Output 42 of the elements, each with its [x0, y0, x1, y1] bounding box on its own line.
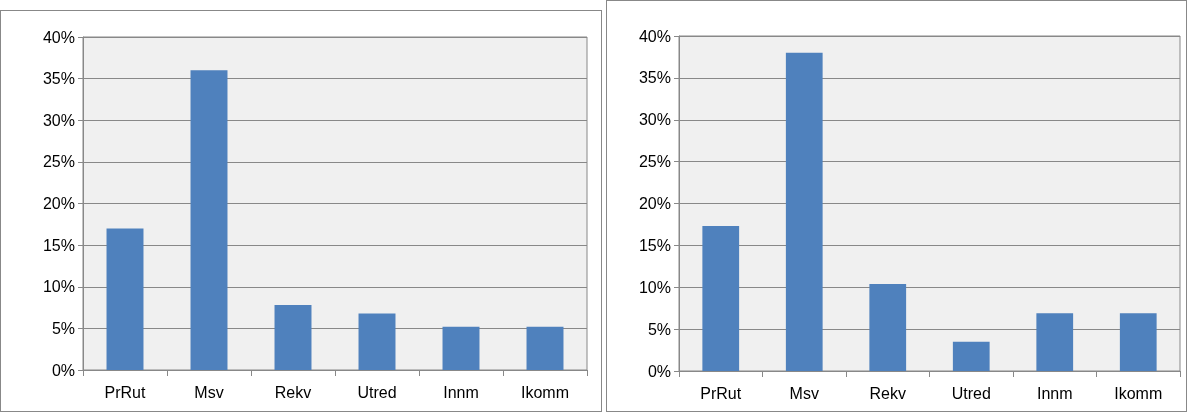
x-tick-label: Innm	[1036, 384, 1073, 402]
y-tick-label: 25%	[638, 153, 671, 171]
y-tick-label: 15%	[42, 236, 75, 254]
x-tick-label: Rekv	[869, 384, 906, 402]
y-tick-label: 20%	[638, 195, 671, 212]
bar	[274, 305, 312, 370]
y-tick-label: 0%	[647, 362, 671, 380]
y-tick-label: 30%	[638, 111, 671, 129]
bar	[1119, 313, 1157, 371]
bar	[106, 228, 144, 370]
bar	[869, 283, 907, 371]
y-tick-label: 40%	[638, 27, 671, 45]
bar	[952, 341, 990, 371]
x-tick-label: Utred	[357, 383, 397, 401]
bar	[702, 226, 740, 371]
bar	[442, 326, 480, 370]
x-tick-label: Ikomm	[521, 383, 569, 401]
bar	[785, 52, 823, 371]
y-tick-label: 10%	[638, 278, 671, 296]
y-tick-label: 40%	[42, 28, 75, 46]
y-tick-label: 20%	[42, 195, 75, 212]
x-tick-label: Ikomm	[1114, 384, 1163, 402]
y-tick-label: 30%	[42, 111, 75, 129]
y-tick-label: 35%	[42, 70, 75, 88]
bar	[526, 326, 564, 370]
bar	[190, 70, 228, 370]
x-tick-label: PrRut	[104, 383, 146, 401]
y-tick-label: 15%	[638, 236, 671, 254]
bar	[358, 313, 396, 370]
x-tick-label: PrRut	[700, 384, 742, 402]
y-tick-label: 35%	[638, 69, 671, 87]
y-tick-label: 10%	[42, 278, 75, 296]
y-tick-label: 25%	[42, 153, 75, 171]
x-tick-label: Msv	[789, 384, 819, 402]
y-tick-label: 0%	[51, 361, 75, 379]
y-tick-label: 5%	[647, 320, 671, 338]
y-tick-label: 5%	[51, 319, 75, 337]
x-tick-label: Msv	[194, 383, 224, 401]
x-tick-label: Utred	[951, 384, 991, 402]
bar	[1036, 313, 1074, 371]
x-tick-label: Innm	[443, 383, 479, 401]
x-tick-label: Rekv	[274, 383, 312, 401]
